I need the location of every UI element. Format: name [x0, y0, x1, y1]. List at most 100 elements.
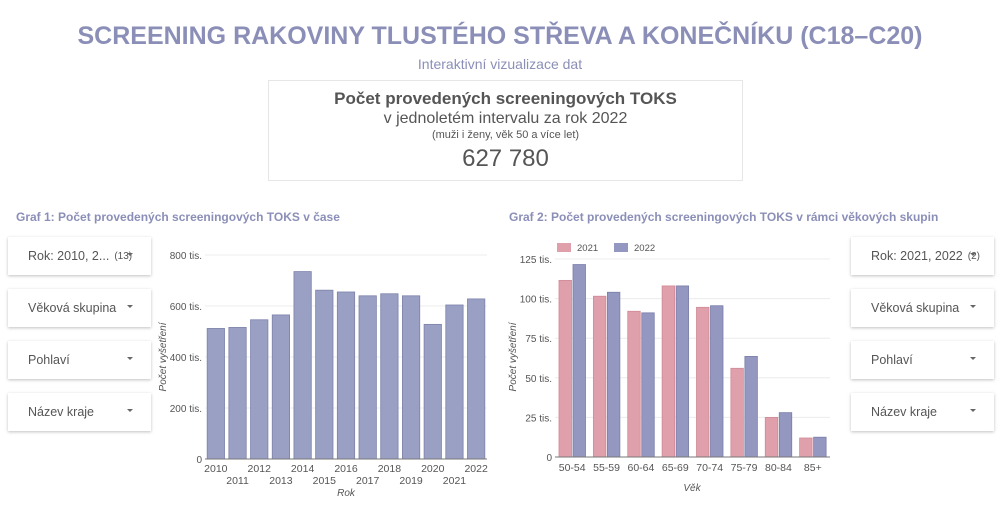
filter-label: Rok: 2021, 2022 [871, 249, 963, 263]
bar-2013 [271, 314, 291, 460]
x-axis-title: Rok [337, 488, 356, 499]
kpi-title: Počet provedených screeningových TOKS [334, 89, 677, 108]
x-tick-label: 80-84 [765, 462, 792, 474]
bar-2019 [401, 295, 421, 460]
bar-2014 [293, 271, 312, 460]
graf1-filter-dropdown[interactable]: Pohlaví [8, 341, 151, 379]
chevron-down-icon [970, 253, 976, 256]
y-tick-label: 0 [196, 455, 202, 466]
bar-2021-65-69 [661, 285, 676, 458]
graf1-filter-dropdown[interactable]: Rok: 2010, 2... (13) [8, 237, 151, 275]
x-tick-label: 65-69 [662, 462, 689, 474]
bar-2021-85+ [799, 437, 813, 458]
x-tick-label: 2019 [399, 475, 423, 487]
chevron-down-icon [127, 409, 133, 412]
x-tick-label: 2017 [356, 475, 380, 487]
legend-label: 2022 [634, 243, 655, 254]
filter-label: Název kraje [28, 405, 94, 419]
graf2-filter-dropdown[interactable]: Rok: 2021, 2022 (2) [851, 237, 994, 275]
filter-label: Věková skupina [28, 301, 117, 315]
y-tick-label: 125 tis. [520, 255, 552, 266]
y-tick-label: 25 tis. [525, 413, 552, 424]
chevron-down-icon [970, 409, 976, 412]
y-axis-title: Počet vyšetření [508, 321, 519, 391]
bar-2022-60-64 [641, 312, 655, 458]
chevron-down-icon [127, 305, 133, 308]
chevron-down-icon [970, 305, 976, 308]
bar-2022 [467, 298, 486, 460]
graf2-filter-dropdown[interactable]: Název kraje [851, 393, 994, 431]
bar-2017 [358, 295, 377, 460]
filter-count: (2) [967, 250, 980, 262]
x-tick-label: 70-74 [696, 462, 723, 474]
bar-2022-80-84 [778, 412, 793, 458]
bar-2021-60-64 [627, 310, 641, 458]
x-tick-label: 75-79 [731, 462, 758, 474]
bar-2015 [315, 289, 334, 460]
x-tick-label: 85+ [804, 462, 822, 474]
kpi-note: (muži i ženy, věk 50 a více let) [431, 129, 580, 141]
bar-2020 [423, 323, 442, 460]
graf2-filter-dropdown[interactable]: Věková skupina [851, 289, 994, 327]
bar-2021-55-59 [592, 295, 607, 458]
x-tick-label: 2018 [378, 463, 402, 475]
filter-count: (13) [114, 250, 133, 262]
bar-2018 [380, 293, 399, 460]
filter-label: Věková skupina [871, 301, 960, 315]
y-axis-title: Počet vyšetření [158, 321, 169, 391]
graf2-filter-dropdown[interactable]: Pohlaví [851, 341, 994, 379]
x-tick-label: 50-54 [559, 462, 586, 474]
y-tick-label: 200 tis. [170, 404, 202, 415]
y-tick-label: 75 tis. [525, 334, 552, 345]
bar-2011 [228, 327, 247, 460]
filter-label: Název kraje [871, 405, 937, 419]
bar-2010 [206, 328, 225, 460]
x-tick-label: 55-59 [593, 462, 620, 474]
graf1-filter-dropdown[interactable]: Věková skupina [8, 289, 151, 327]
filter-label: Rok: 2010, 2... [28, 249, 110, 263]
bar-2021-80-84 [764, 416, 779, 458]
y-tick-label: 100 tis. [520, 295, 552, 306]
x-tick-label: 2016 [334, 463, 358, 475]
bar-2021 [445, 304, 464, 460]
bar-2022-55-59 [606, 291, 621, 458]
x-tick-label: 2014 [291, 463, 315, 475]
bar-2022-65-69 [675, 285, 690, 458]
x-tick-label: 2013 [269, 475, 293, 487]
y-tick-label: 0 [546, 453, 552, 464]
x-tick-label: 2010 [204, 463, 228, 475]
filter-label: Pohlaví [871, 353, 913, 367]
graf1-filter-dropdown[interactable]: Název kraje [8, 393, 151, 431]
bar-2022-75-79 [744, 356, 758, 458]
graf2-title: Graf 2: Počet provedených screeningových… [509, 210, 939, 224]
y-tick-label: 50 tis. [525, 374, 552, 385]
chevron-down-icon [970, 357, 976, 360]
page-title: SCREENING RAKOVINY TLUSTÉHO STŘEVA A KON… [77, 22, 923, 50]
chevron-down-icon [127, 253, 133, 256]
x-tick-label: 2015 [313, 475, 337, 487]
x-tick-label: 2012 [248, 463, 272, 475]
graf1-title: Graf 1: Počet provedených screeningových… [16, 210, 340, 224]
bar-2022-70-74 [710, 305, 724, 458]
y-tick-label: 400 tis. [170, 353, 202, 364]
x-tick-label: 2021 [443, 475, 467, 487]
kpi-subtitle: v jednoletém intervalu za rok 2022 [383, 110, 628, 127]
chevron-down-icon [127, 357, 133, 360]
page-subtitle: Interaktivní vizualizace dat [417, 56, 583, 72]
x-tick-label: 2022 [464, 463, 488, 475]
bar-2016 [336, 291, 356, 460]
legend-label: 2021 [577, 243, 598, 254]
bar-2021-70-74 [696, 306, 710, 458]
bar-2021-75-79 [730, 367, 744, 458]
kpi-value: 627 780 [462, 145, 549, 172]
y-tick-label: 800 tis. [170, 251, 202, 262]
bar-2021-50-54 [558, 279, 572, 458]
y-tick-label: 600 tis. [170, 302, 202, 313]
filter-label: Pohlaví [28, 353, 70, 367]
legend-swatch [557, 243, 571, 252]
kpi-card: Počet provedených screeningových TOKS v … [268, 80, 743, 181]
x-tick-label: 2020 [421, 463, 445, 475]
x-axis-title: Věk [683, 483, 701, 494]
legend-swatch [614, 243, 628, 252]
